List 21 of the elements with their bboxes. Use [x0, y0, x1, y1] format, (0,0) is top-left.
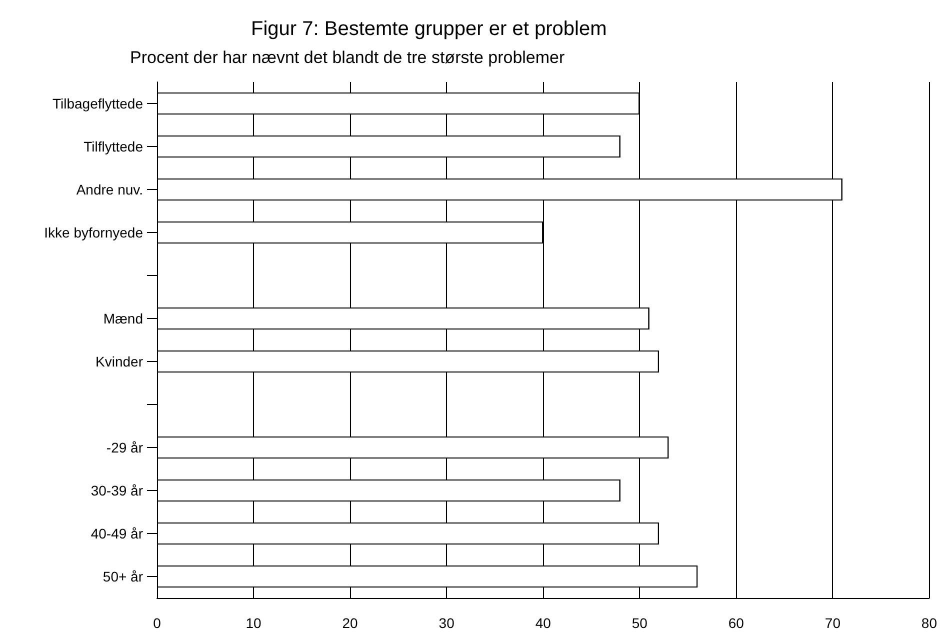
y-tick-label: Andre nuv.: [76, 182, 143, 198]
x-tick-label: 70: [824, 615, 841, 631]
x-tick-label: 10: [246, 615, 262, 631]
x-tick-label: 20: [342, 615, 358, 631]
y-tick-label: -29 år: [106, 440, 144, 456]
y-tick-label: Tilbageflyttede: [52, 96, 144, 112]
y-tick-label: 30-39 år: [90, 482, 144, 498]
y-tick-label: Kvinder: [96, 354, 144, 370]
y-tick-label: 50+ år: [102, 568, 144, 584]
x-tick-label: 0: [153, 615, 162, 631]
y-tick-label: 40-49 år: [90, 526, 144, 542]
x-tick-label: 30: [438, 615, 455, 631]
y-tick-label: Tilflyttede: [84, 138, 144, 154]
x-tick-label: 60: [728, 615, 744, 631]
chart-subtitle: Procent der har nævnt det blandt de tre største problemer: [130, 48, 565, 67]
y-tick-label: Ikke byfornyede: [44, 224, 144, 240]
x-tick-label: 50: [632, 615, 648, 631]
chart-title: Figur 7: Bestemte grupper er et problem: [251, 18, 607, 40]
y-tick-label: Mænd: [103, 310, 143, 326]
x-tick-label: 40: [535, 615, 552, 631]
x-tick-label: 80: [921, 615, 938, 631]
